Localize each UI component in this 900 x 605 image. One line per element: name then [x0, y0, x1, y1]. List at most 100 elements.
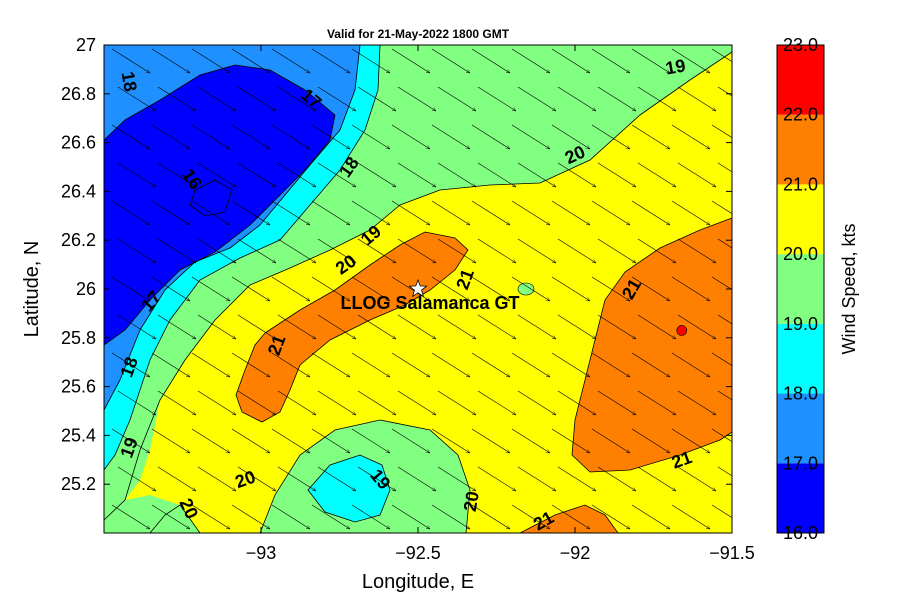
wind-arrow: [277, 466, 316, 491]
wind-arrow: [357, 466, 396, 491]
wind-arrow: [237, 86, 276, 111]
region-18-19-south: [308, 455, 390, 522]
wind-arrow: [311, 124, 350, 149]
wind-arrow: [631, 352, 670, 377]
wind-arrow: [317, 86, 356, 111]
wind-arrow: [551, 48, 590, 73]
wind-arrow: [551, 276, 590, 301]
wind-arrow: [317, 162, 356, 187]
wind-arrow: [157, 238, 196, 263]
wind-arrow: [511, 276, 550, 301]
wind-arrow: [517, 390, 556, 415]
wind-arrow: [151, 276, 190, 301]
wind-arrow: [711, 504, 732, 518]
wind-arrow: [717, 86, 732, 97]
colorbar-segment: [777, 254, 824, 324]
wind-arrow: [631, 276, 670, 301]
y-tick-label: 25.2: [61, 474, 96, 494]
wind-arrow: [311, 428, 350, 453]
wind-arrow: [317, 238, 356, 263]
wind-arrow: [671, 276, 710, 301]
contour-16-loop: [189, 179, 233, 217]
wind-arrow: [391, 48, 430, 73]
station-marker: LLOG Salamanca GT: [340, 278, 520, 313]
wind-arrow: [191, 504, 230, 529]
wind-arrow: [157, 86, 196, 111]
wind-arrow: [197, 162, 236, 187]
wind-arrow: [637, 238, 676, 263]
wind-arrow: [477, 466, 516, 491]
wind-arrow: [157, 466, 196, 491]
wind-arrow: [277, 86, 316, 111]
wind-arrow: [231, 124, 270, 149]
wind-arrow: [711, 352, 732, 366]
y-tick-label: 25.6: [61, 377, 96, 397]
wind-arrow: [197, 390, 236, 415]
wind-arrow: [357, 390, 396, 415]
wind-arrow: [277, 390, 316, 415]
wind-arrow: [437, 314, 476, 339]
wind-arrow: [477, 390, 516, 415]
wind-arrow: [357, 86, 396, 111]
wind-arrow: [391, 124, 430, 149]
wind-arrow: [671, 124, 710, 149]
wind-arrows: [111, 48, 732, 529]
wind-arrow: [197, 466, 236, 491]
contour-label: 18: [118, 70, 141, 93]
wind-arrow: [637, 466, 676, 491]
wind-arrow: [551, 428, 590, 453]
wind-arrow: [677, 390, 716, 415]
wind-arrow: [431, 48, 470, 73]
wind-arrow: [557, 238, 596, 263]
wind-arrow: [231, 352, 270, 377]
wind-arrow: [277, 162, 316, 187]
chart-title: Valid for 21-May-2022 1800 GMT: [327, 27, 510, 41]
region-19-20-southwest: [104, 258, 240, 520]
x-tick-label: −93: [246, 543, 277, 563]
wind-arrow: [117, 162, 156, 187]
colorbar-segment: [777, 45, 824, 115]
y-tick-label: 25.8: [61, 328, 96, 348]
wind-arrow: [511, 124, 550, 149]
wind-arrow: [431, 428, 470, 453]
wind-arrow: [591, 276, 630, 301]
wind-arrow: [671, 428, 710, 453]
wind-arrow: [471, 428, 510, 453]
wind-arrow: [551, 200, 590, 225]
wind-arrow: [631, 124, 670, 149]
wind-arrow: [471, 48, 510, 73]
wind-arrow: [711, 48, 732, 62]
wind-arrow: [471, 124, 510, 149]
wind-arrow: [677, 86, 716, 111]
wind-arrow: [231, 200, 270, 225]
colorbar-frame: [776, 44, 825, 534]
wind-arrow: [677, 162, 716, 187]
x-axis: −93 −92.5 −92 −91.5: [246, 45, 755, 563]
wind-arrow: [111, 352, 150, 377]
wind-arrow: [237, 466, 276, 491]
wind-arrow: [117, 86, 156, 111]
wind-arrow: [431, 352, 470, 377]
x-tick-label: −92.5: [395, 543, 441, 563]
wind-arrow: [671, 48, 710, 73]
wind-arrow: [317, 314, 356, 339]
wind-arrow: [311, 504, 350, 529]
region-19-20-island: [517, 282, 535, 296]
wind-arrow: [671, 200, 710, 225]
colorbar-segment: [777, 323, 824, 394]
wind-arrow: [231, 428, 270, 453]
wind-arrow: [271, 200, 310, 225]
y-tick-label: 25.4: [61, 425, 96, 445]
wind-arrow: [111, 276, 150, 301]
x-tick-label: −91.5: [709, 543, 755, 563]
wind-arrow: [317, 390, 356, 415]
colorbar-tick-label: 23.0: [783, 35, 818, 55]
colorbar-tick-label: 18.0: [783, 384, 818, 404]
region-21-22-east: [572, 218, 732, 472]
wind-arrow: [517, 466, 556, 491]
colorbar: 16.0 17.0 18.0 19.0 20.0 21.0 22.0 23.0: [776, 35, 825, 543]
wind-arrow: [271, 276, 310, 301]
wind-arrow: [357, 314, 396, 339]
wind-arrow: [557, 314, 596, 339]
wind-arrow: [111, 124, 150, 149]
